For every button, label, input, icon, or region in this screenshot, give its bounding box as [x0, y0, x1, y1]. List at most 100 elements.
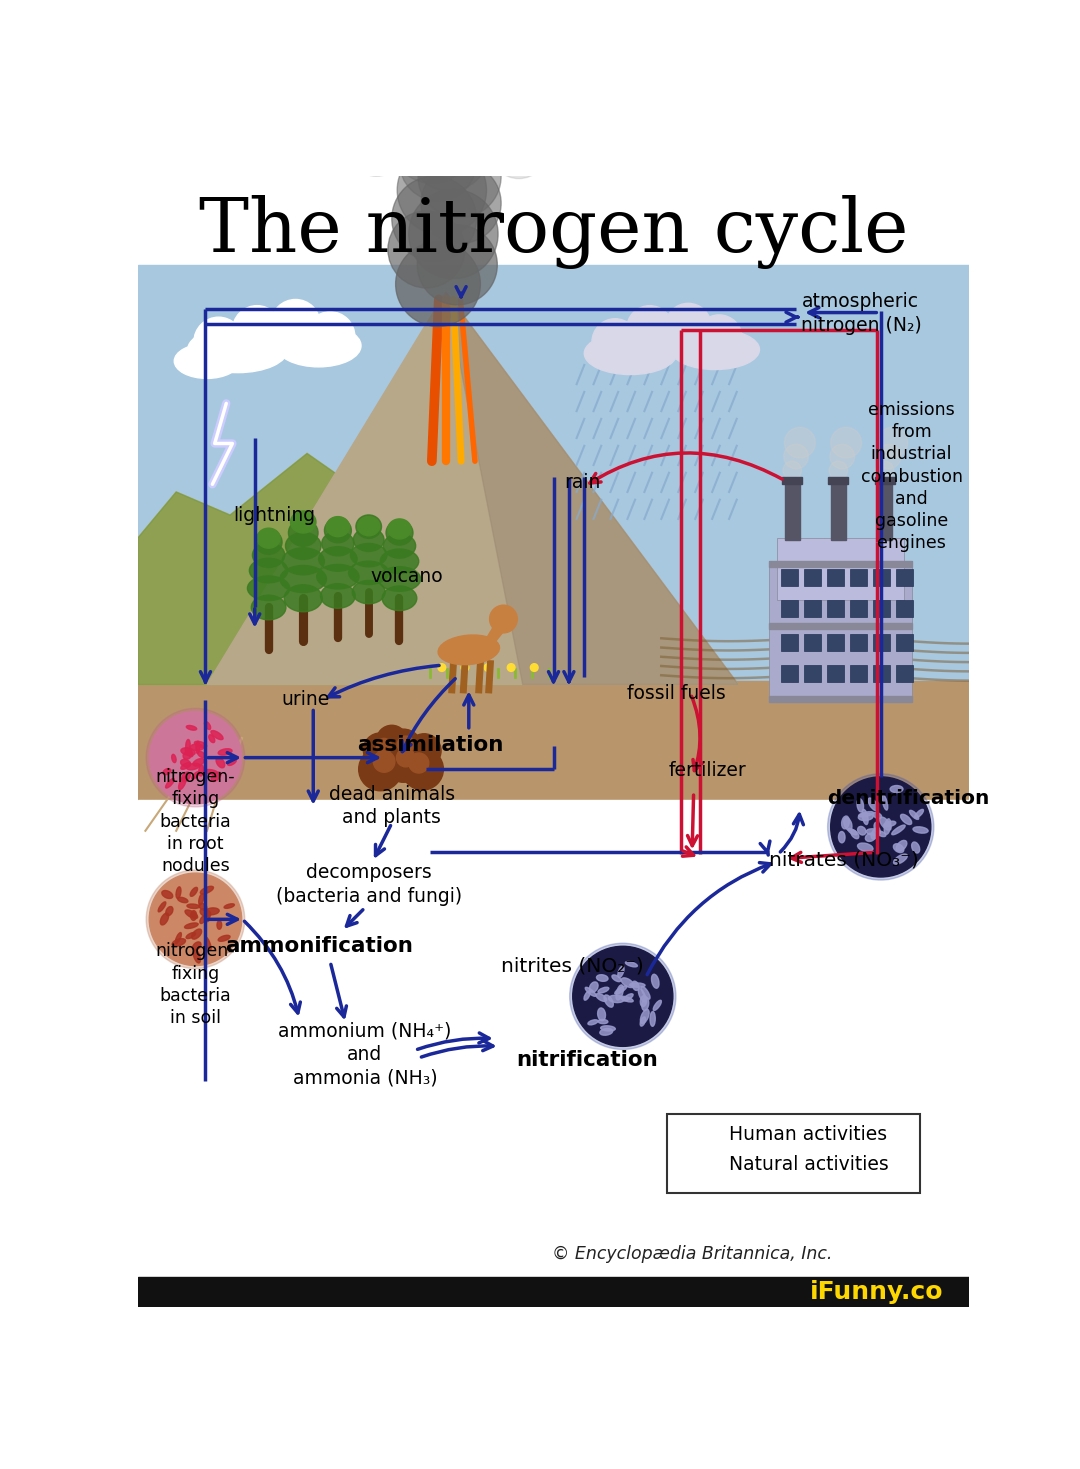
Ellipse shape — [200, 886, 214, 895]
Ellipse shape — [178, 777, 186, 790]
Circle shape — [392, 176, 476, 261]
Ellipse shape — [858, 827, 866, 834]
Ellipse shape — [915, 809, 923, 818]
Ellipse shape — [291, 511, 316, 533]
Circle shape — [569, 943, 676, 1049]
Circle shape — [417, 225, 497, 306]
Circle shape — [395, 242, 481, 326]
Ellipse shape — [638, 989, 646, 1002]
Ellipse shape — [205, 937, 211, 950]
Ellipse shape — [284, 585, 322, 611]
Ellipse shape — [199, 765, 204, 776]
Ellipse shape — [276, 325, 361, 367]
Text: Natural activities: Natural activities — [729, 1155, 889, 1174]
Circle shape — [831, 777, 931, 877]
Circle shape — [146, 870, 245, 968]
Ellipse shape — [874, 823, 879, 831]
Circle shape — [876, 444, 901, 469]
Ellipse shape — [326, 517, 350, 536]
Ellipse shape — [378, 567, 421, 592]
Ellipse shape — [162, 890, 173, 899]
Text: nitrification: nitrification — [516, 1050, 659, 1071]
Circle shape — [388, 212, 465, 288]
Ellipse shape — [195, 742, 200, 754]
Ellipse shape — [321, 583, 355, 608]
Circle shape — [232, 306, 282, 355]
Bar — [782, 476, 802, 485]
Text: © Encyclopædia Britannica, Inc.: © Encyclopædia Britannica, Inc. — [552, 1246, 833, 1263]
Text: The nitrogen cycle: The nitrogen cycle — [199, 195, 908, 269]
Ellipse shape — [382, 586, 417, 611]
Ellipse shape — [596, 993, 607, 1002]
Ellipse shape — [186, 739, 190, 751]
Ellipse shape — [204, 721, 211, 730]
Circle shape — [489, 605, 517, 633]
Ellipse shape — [608, 995, 624, 1003]
Ellipse shape — [909, 811, 919, 820]
Ellipse shape — [322, 532, 354, 555]
Circle shape — [665, 303, 712, 350]
Ellipse shape — [177, 898, 188, 903]
Ellipse shape — [650, 1012, 656, 1027]
Polygon shape — [207, 292, 739, 685]
Circle shape — [831, 427, 862, 458]
Ellipse shape — [208, 734, 215, 743]
Ellipse shape — [350, 544, 387, 567]
Ellipse shape — [205, 911, 210, 921]
Circle shape — [396, 748, 415, 767]
Bar — [896, 599, 913, 617]
Ellipse shape — [324, 519, 351, 544]
Circle shape — [407, 733, 441, 768]
Ellipse shape — [882, 795, 888, 809]
Ellipse shape — [356, 516, 381, 538]
Ellipse shape — [288, 519, 319, 546]
Bar — [138, 1278, 970, 1307]
Circle shape — [384, 743, 422, 783]
Bar — [781, 635, 798, 651]
Ellipse shape — [186, 933, 195, 939]
Ellipse shape — [224, 903, 234, 908]
Ellipse shape — [199, 893, 204, 905]
Polygon shape — [138, 454, 523, 685]
Ellipse shape — [438, 635, 500, 664]
Bar — [828, 476, 849, 485]
Text: fertilizer: fertilizer — [669, 761, 746, 780]
Ellipse shape — [174, 344, 240, 379]
Text: assimilation: assimilation — [357, 734, 503, 755]
Ellipse shape — [598, 1019, 608, 1024]
Text: lightning: lightning — [233, 505, 315, 524]
Ellipse shape — [873, 812, 881, 818]
Ellipse shape — [590, 981, 598, 992]
Bar — [769, 623, 912, 629]
Ellipse shape — [841, 815, 849, 829]
Ellipse shape — [638, 320, 715, 358]
Circle shape — [194, 317, 243, 366]
Ellipse shape — [257, 529, 280, 548]
Ellipse shape — [879, 817, 891, 830]
Circle shape — [390, 98, 474, 184]
Ellipse shape — [858, 799, 864, 812]
Circle shape — [421, 163, 501, 244]
Bar — [827, 635, 843, 651]
Circle shape — [408, 754, 429, 773]
Ellipse shape — [625, 962, 637, 967]
Circle shape — [484, 664, 491, 671]
Circle shape — [306, 311, 355, 361]
Ellipse shape — [187, 726, 197, 730]
Ellipse shape — [185, 909, 198, 918]
Ellipse shape — [584, 992, 590, 1000]
Bar — [804, 665, 821, 682]
Ellipse shape — [249, 558, 288, 583]
Bar — [873, 569, 890, 586]
Circle shape — [438, 664, 446, 671]
Ellipse shape — [187, 903, 200, 908]
Ellipse shape — [851, 830, 859, 839]
Bar — [850, 569, 867, 586]
Ellipse shape — [859, 811, 874, 817]
Circle shape — [149, 873, 242, 965]
Ellipse shape — [228, 759, 237, 765]
Text: rain: rain — [564, 473, 600, 492]
Ellipse shape — [253, 544, 285, 567]
Ellipse shape — [282, 548, 324, 574]
Circle shape — [626, 306, 673, 353]
